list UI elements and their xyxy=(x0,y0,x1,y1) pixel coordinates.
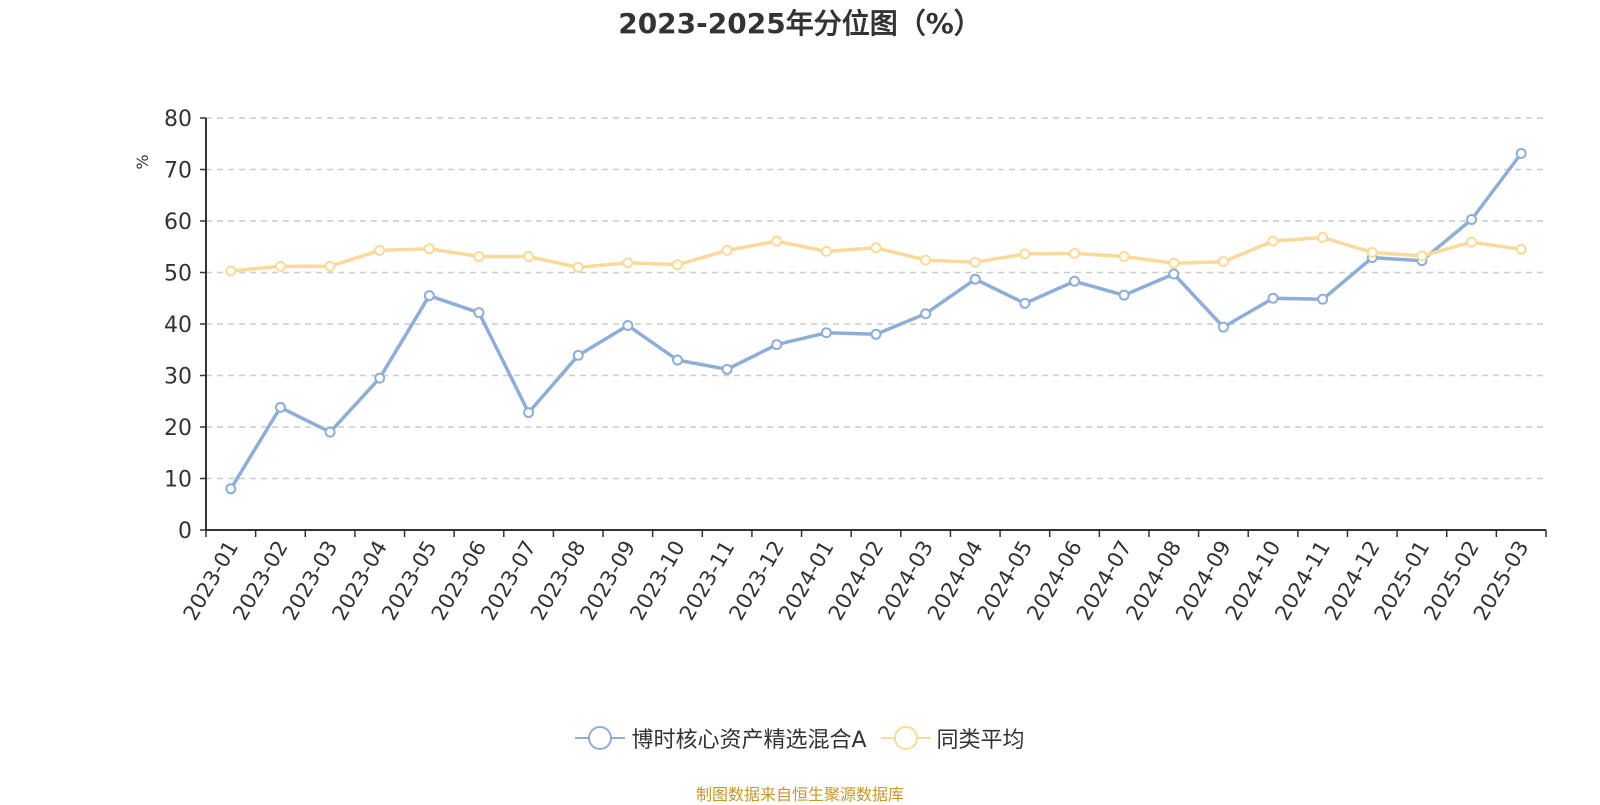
legend-label-peer-average: 同类平均 xyxy=(936,728,1025,753)
data-point-0[interactable] xyxy=(721,363,733,375)
data-point-0[interactable] xyxy=(1267,292,1279,304)
data-point-1[interactable] xyxy=(572,261,584,273)
data-point-1[interactable] xyxy=(1317,231,1329,243)
data-point-1[interactable] xyxy=(920,254,932,266)
y-tick-label: 10 xyxy=(164,468,192,493)
data-point-0[interactable] xyxy=(1118,289,1130,301)
data-point-1[interactable] xyxy=(1217,256,1229,268)
data-point-0[interactable] xyxy=(920,308,932,320)
data-point-1[interactable] xyxy=(225,265,237,277)
legend-label-fund: 博时核心资产精选混合A xyxy=(631,728,867,753)
y-axis-label: % xyxy=(133,154,152,169)
y-tick-label: 40 xyxy=(164,313,192,338)
data-point-1[interactable] xyxy=(820,245,832,257)
data-point-0[interactable] xyxy=(820,327,832,339)
data-point-1[interactable] xyxy=(1466,236,1478,248)
y-tick-label: 60 xyxy=(164,210,192,235)
data-point-0[interactable] xyxy=(1317,293,1329,305)
data-point-0[interactable] xyxy=(572,349,584,361)
data-point-1[interactable] xyxy=(721,244,733,256)
data-point-0[interactable] xyxy=(671,354,683,366)
y-tick-label: 70 xyxy=(164,159,192,184)
data-point-1[interactable] xyxy=(870,242,882,254)
data-point-1[interactable] xyxy=(1019,248,1031,260)
data-point-1[interactable] xyxy=(622,257,634,269)
data-point-0[interactable] xyxy=(1515,148,1527,160)
data-point-0[interactable] xyxy=(523,407,535,419)
data-point-1[interactable] xyxy=(1366,246,1378,258)
data-point-1[interactable] xyxy=(324,260,336,272)
axes: 010203040506070802023-012023-022023-0320… xyxy=(164,107,1547,624)
data-point-0[interactable] xyxy=(1019,297,1031,309)
y-tick-label: 80 xyxy=(164,107,192,132)
data-point-0[interactable] xyxy=(1069,275,1081,287)
legend-line-circle-icon xyxy=(575,725,626,751)
data-point-0[interactable] xyxy=(1168,268,1180,280)
data-point-0[interactable] xyxy=(870,328,882,340)
y-tick-label: 20 xyxy=(164,416,192,441)
data-point-1[interactable] xyxy=(473,251,485,263)
data-point-1[interactable] xyxy=(1069,247,1081,259)
y-tick-label: 0 xyxy=(178,519,192,544)
chart-title: 2023-2025年分位图（%） xyxy=(618,7,982,40)
data-point-0[interactable] xyxy=(1217,321,1229,333)
data-point-0[interactable] xyxy=(771,339,783,351)
data-point-1[interactable] xyxy=(274,260,286,272)
data-point-0[interactable] xyxy=(274,401,286,413)
data-point-1[interactable] xyxy=(969,256,981,268)
legend-line-circle-icon xyxy=(880,725,931,751)
data-point-0[interactable] xyxy=(324,426,336,438)
data-point-0[interactable] xyxy=(969,273,981,285)
legend: 博时核心资产精选混合A 同类平均 xyxy=(0,722,1600,754)
data-point-0[interactable] xyxy=(1466,213,1478,225)
data-point-1[interactable] xyxy=(374,244,386,256)
y-tick-label: 30 xyxy=(164,365,192,390)
legend-item-fund[interactable]: 博时核心资产精选混合A xyxy=(575,722,867,754)
series-line-0 xyxy=(229,152,1523,490)
y-tick-label: 50 xyxy=(164,262,192,287)
data-point-0[interactable] xyxy=(622,320,634,332)
data-point-0[interactable] xyxy=(374,372,386,384)
data-point-1[interactable] xyxy=(771,235,783,247)
data-point-1[interactable] xyxy=(523,251,535,263)
grid-lines xyxy=(206,117,1546,480)
data-point-1[interactable] xyxy=(1118,251,1130,263)
data-point-1[interactable] xyxy=(1267,235,1279,247)
data-point-0[interactable] xyxy=(473,307,485,319)
data-point-1[interactable] xyxy=(423,243,435,255)
series xyxy=(225,148,1527,495)
data-point-1[interactable] xyxy=(1168,257,1180,269)
data-point-1[interactable] xyxy=(1515,243,1527,255)
data-point-0[interactable] xyxy=(423,290,435,302)
legend-item-peer-average[interactable]: 同类平均 xyxy=(880,722,1025,754)
data-point-1[interactable] xyxy=(671,259,683,271)
data-point-1[interactable] xyxy=(1416,250,1428,262)
data-point-0[interactable] xyxy=(225,483,237,495)
data-source-note: 制图数据来自恒生聚源数据库 xyxy=(695,785,904,804)
